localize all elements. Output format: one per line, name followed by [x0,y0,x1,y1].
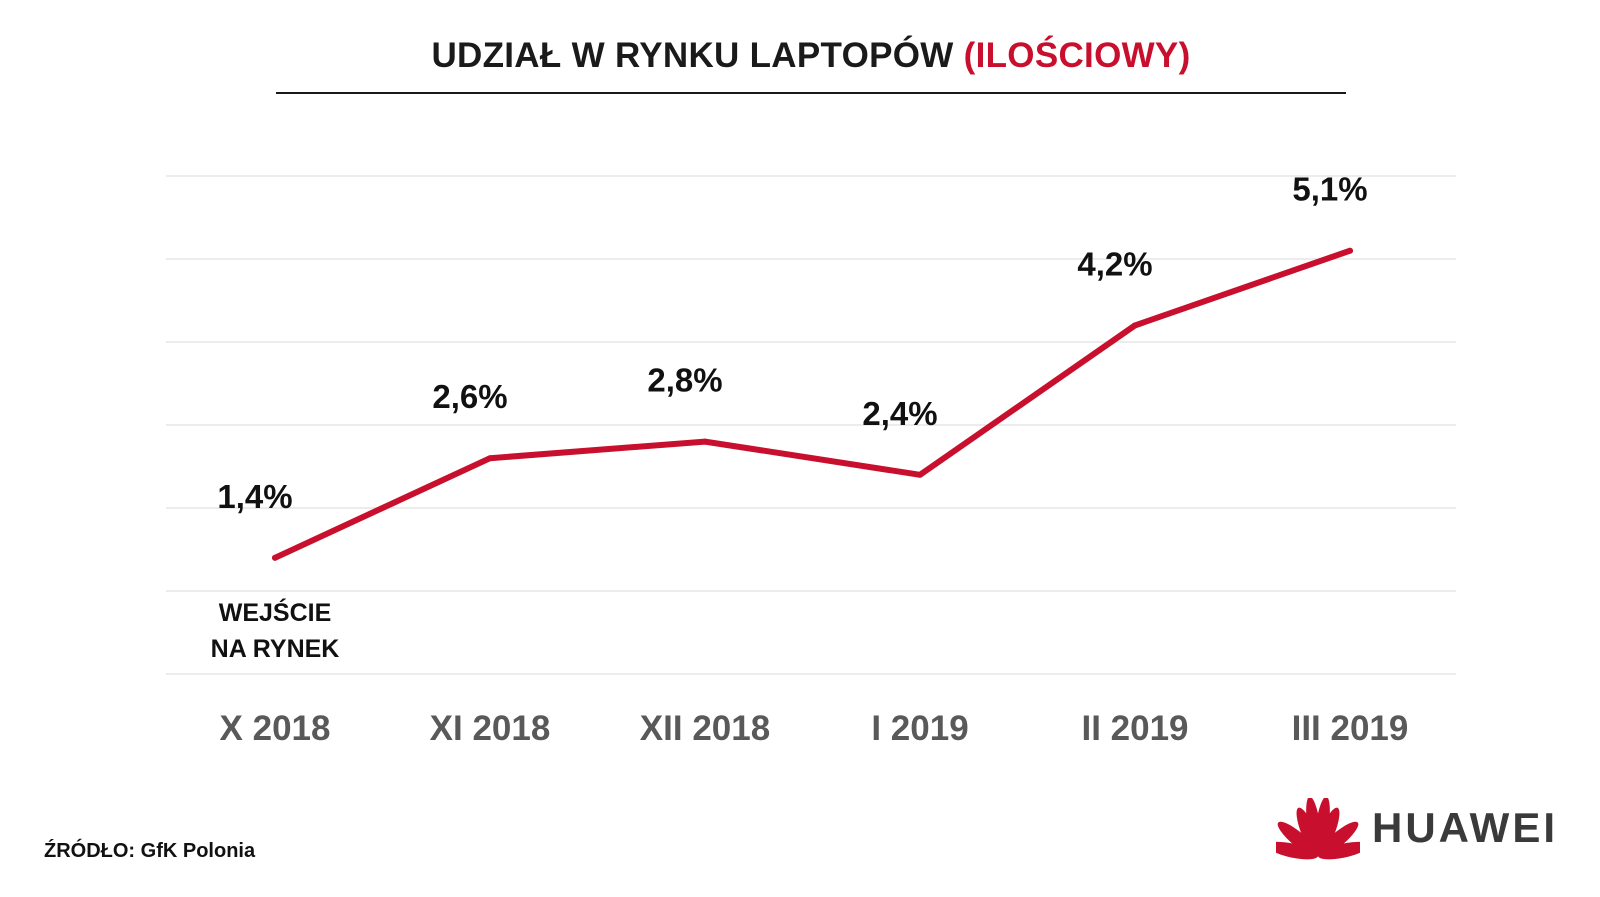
logo-petal [1317,841,1360,860]
data-label: 2,4% [862,395,937,432]
x-tick-label: XI 2018 [430,709,551,748]
x-tick-label: X 2018 [220,709,331,748]
source-note: ŹRÓDŁO: GfK Polonia [44,840,256,862]
series-line [272,247,1353,561]
huawei-petal-icon [1276,798,1360,860]
x-tick-label: I 2019 [871,709,968,748]
logo-wordmark: HUAWEI [1372,804,1558,851]
logo-petal [1277,821,1319,857]
data-point [917,471,923,478]
huawei-logo: HUAWEI [1276,798,1576,862]
data-label: 1,4% [217,478,292,515]
annotation-text: NA RYNEK [211,635,340,663]
data-point [487,455,493,462]
chart-title-main: UDZIAŁ W RYNKU LAPTOPÓW [431,36,954,75]
data-label: 2,8% [647,362,722,399]
x-tick-label: XII 2018 [640,709,770,748]
data-point [702,438,708,445]
x-tick-label: III 2019 [1292,709,1409,748]
data-label: 5,1% [1292,171,1367,208]
data-point [272,554,278,561]
annotation-text: WEJŚCIE [219,597,332,627]
x-tick-label: II 2019 [1081,709,1188,748]
data-point [1132,322,1138,329]
data-label: 2,6% [432,378,507,415]
chart-title-accent: (ILOŚCIOWY) [963,36,1191,75]
data-label: 4,2% [1077,245,1152,282]
data-point [1347,247,1353,254]
title-underline [276,92,1346,94]
logo-petal [1314,798,1330,857]
chart-title: UDZIAŁ W RYNKU LAPTOPÓW (ILOŚCIOWY) [276,36,1346,76]
logo-petal [1276,841,1319,860]
